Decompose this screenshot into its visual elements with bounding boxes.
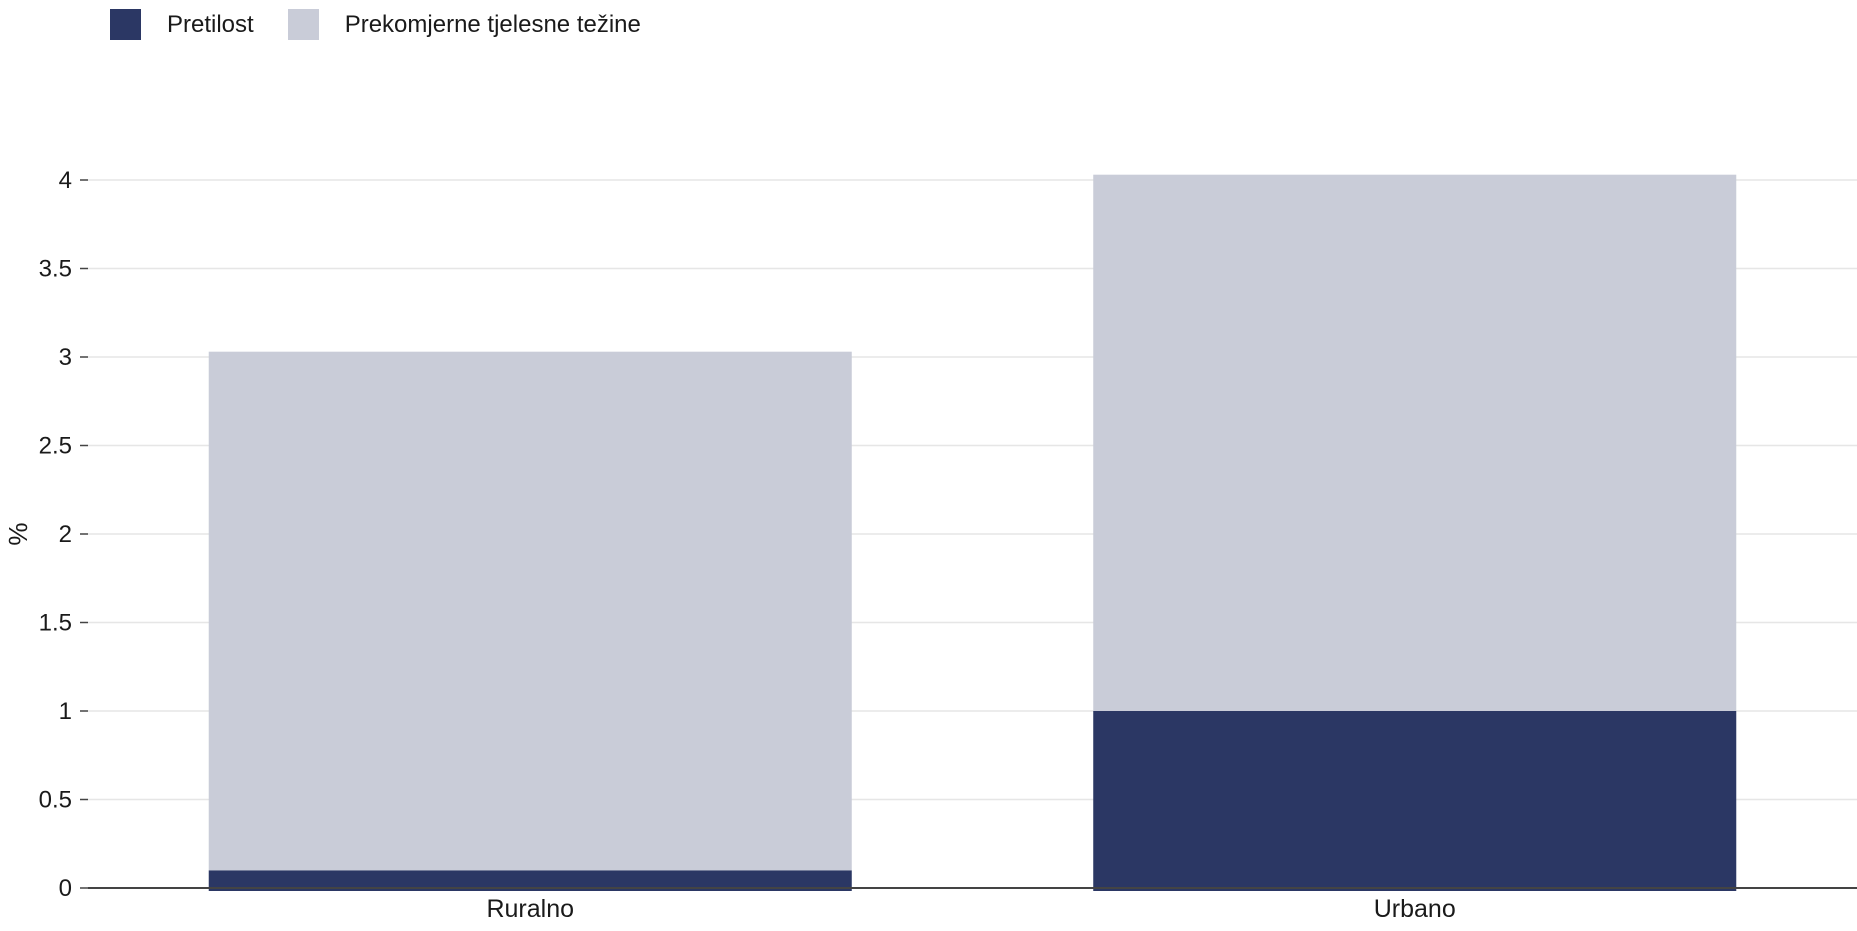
y-tick-label: 2.5 xyxy=(39,433,72,460)
legend-swatch-pretilost xyxy=(110,9,141,40)
legend-swatch-prekomjerne xyxy=(287,9,319,40)
legend-label-pretilost: Pretilost xyxy=(167,10,254,38)
y-tick-label: 4 xyxy=(59,167,72,194)
y-tick-label: 2 xyxy=(59,521,72,548)
y-tick-label: 0.5 xyxy=(39,787,72,814)
y-axis-title: % xyxy=(3,522,33,545)
bar-urbano-series-1[interactable] xyxy=(1093,174,1737,711)
y-tick-label: 1 xyxy=(59,698,72,725)
bar-urbano-series-0[interactable] xyxy=(1093,711,1737,891)
legend-item-pretilost[interactable]: Pretilost xyxy=(110,9,254,40)
bars xyxy=(208,174,1737,891)
x-category-label: Urbano xyxy=(1374,895,1456,923)
y-tick-label: 0 xyxy=(59,875,72,902)
axes: 0 0.5 1 1.5 2 2.5 3 3.5 4 Ruralno Urbano xyxy=(39,167,1857,923)
legend-item-prekomjerne[interactable]: Prekomjerne tjelesne težine xyxy=(287,9,641,40)
x-category-label: Ruralno xyxy=(486,895,574,923)
bar-ruralno-series-1[interactable] xyxy=(208,351,852,871)
y-tick-label: 3 xyxy=(59,344,72,371)
bar-ruralno-series-0[interactable] xyxy=(208,870,852,891)
legend-label-prekomjerne: Prekomjerne tjelesne težine xyxy=(344,10,641,38)
chart-legend: Pretilost Prekomjerne tjelesne težine xyxy=(110,9,641,40)
y-tick-label: 1.5 xyxy=(39,610,72,637)
y-tick-label: 3.5 xyxy=(39,256,72,283)
